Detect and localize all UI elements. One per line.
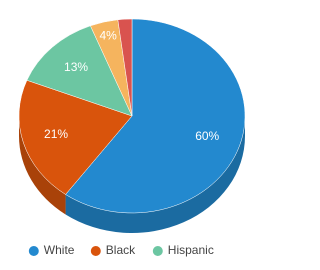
legend-marker: [152, 246, 163, 256]
legend-label: Hispanic: [168, 243, 214, 257]
slice: [117, 18, 133, 117]
value-label: 21%: [44, 127, 68, 141]
slice: [65, 18, 246, 214]
slice-side: [19, 116, 66, 215]
chart: 60% 21% 13% 4% White Black Hispanic: [18, 18, 246, 257]
slice: [18, 79, 133, 195]
value-label: 4%: [99, 28, 117, 42]
slice: [26, 25, 133, 117]
legend-marker: [90, 246, 101, 256]
legend-marker: [28, 246, 39, 256]
slice-side: [65, 116, 246, 234]
legend-label: White: [44, 243, 75, 257]
value-label: 13%: [64, 60, 88, 74]
legend-label: Black: [106, 243, 136, 257]
value-label: 60%: [195, 129, 219, 143]
